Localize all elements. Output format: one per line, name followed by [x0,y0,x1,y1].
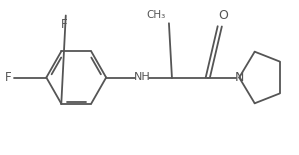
Text: O: O [218,9,228,22]
Text: F: F [5,71,11,84]
Text: N: N [234,71,244,84]
Text: F: F [61,18,68,31]
Text: CH₃: CH₃ [147,10,166,20]
Text: NH: NH [134,73,150,82]
